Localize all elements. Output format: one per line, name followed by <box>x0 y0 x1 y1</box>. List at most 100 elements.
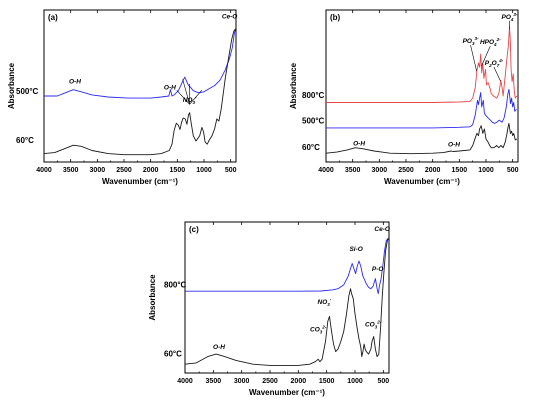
x-tick-label: 1500 <box>319 378 335 385</box>
x-tick-label: 500 <box>377 378 389 385</box>
annotation-text: O-H <box>164 85 176 92</box>
plot-frame <box>43 9 237 163</box>
panel-label: (c) <box>189 225 199 234</box>
chart-panel: (a) 4000 3500 3000 2500 2000 1500 1000 500 Wavenu… <box>7 9 238 186</box>
x-tick-label: 3000 <box>90 167 106 174</box>
plot-frame <box>325 9 519 163</box>
annotation-text: Si-O <box>349 246 362 253</box>
annotation-sup: 3- <box>474 36 479 41</box>
annotation-sub: 4 <box>510 17 514 22</box>
series-label: 800°C <box>302 91 325 100</box>
chart-panel: (c) 4000 3500 3000 2500 2000 1500 1000 500 Wavenu… <box>148 221 390 397</box>
series-label: 500°C <box>16 87 39 96</box>
annotation-sub: 3 <box>192 100 195 105</box>
x-tick-label: 2000 <box>425 167 441 174</box>
annotation-label: Ce-O <box>374 226 390 233</box>
annotation-text: HPO <box>480 39 494 46</box>
panel-label: (a) <box>48 13 58 22</box>
annotation-sup: - <box>330 297 332 302</box>
annotation-sub: 2 <box>488 63 492 68</box>
x-tick-label: 500 <box>225 167 237 174</box>
x-tick-label: 3000 <box>372 167 388 174</box>
x-tick-label: 2500 <box>398 167 414 174</box>
annotation-sub: 7 <box>497 63 500 68</box>
annotation-label: P-O <box>372 266 384 273</box>
x-tick-label: 1500 <box>170 167 186 174</box>
annotation-text: Ce-O <box>222 13 238 20</box>
annotation-label: O-H <box>353 140 365 147</box>
panel-label: (b) <box>330 13 341 22</box>
annotation-label: HPO42- <box>480 37 501 47</box>
annotation-label: P2O74- <box>485 58 504 68</box>
annotation-label: Ce-O <box>222 13 238 20</box>
annotation-arrow <box>189 89 203 105</box>
x-tick-label: 2000 <box>291 378 307 385</box>
annotation-text: O <box>492 60 497 67</box>
x-axis-title: Wavenumber (cm⁻¹) <box>384 177 460 186</box>
x-tick-label: 4000 <box>36 167 52 174</box>
annotation-sup: 2- <box>321 324 327 329</box>
annotation-sub: 4 <box>493 42 497 47</box>
x-tick-label: 3500 <box>63 167 79 174</box>
series-label: 60°C <box>164 350 182 359</box>
series-line <box>326 26 518 103</box>
x-tick-label: 3500 <box>345 167 361 174</box>
annotation-label: O-H <box>69 78 81 85</box>
annotation-sup: 4- <box>498 58 504 63</box>
x-tick-label: 3000 <box>234 378 250 385</box>
annotation-label: PO33- <box>463 36 479 46</box>
x-tick-label: 4000 <box>318 167 334 174</box>
annotation-text: PO <box>463 38 472 45</box>
annotation-label: Si-O <box>349 246 362 253</box>
y-axis-title: Absorbance <box>7 62 16 109</box>
series-line <box>184 238 389 366</box>
y-axis-title: Absorbance <box>289 62 298 109</box>
series-line <box>44 28 236 99</box>
x-tick-label: 1000 <box>196 167 212 174</box>
annotation-text: O-H <box>353 140 365 147</box>
annotation-text: NO <box>318 299 328 306</box>
annotation-label: CO32- <box>310 324 327 334</box>
annotation-label: PO43- <box>501 12 517 22</box>
annotation-sup: 2- <box>376 319 382 324</box>
annotation-sup: 3- <box>513 12 518 17</box>
annotation-arrow <box>493 66 501 82</box>
annotation-label: NO3- <box>318 297 332 307</box>
annotation-sub: 3 <box>327 302 330 307</box>
series-line <box>185 238 389 295</box>
x-tick-label: 4000 <box>177 378 193 385</box>
x-tick-label: 1000 <box>478 167 494 174</box>
x-tick-label: 2500 <box>262 378 278 385</box>
annotation-arrow <box>182 79 190 105</box>
x-axis-title: Wavenumber (cm⁻¹) <box>249 388 325 397</box>
series-line <box>43 28 236 156</box>
series-line <box>326 88 517 129</box>
annotation-label: O-H <box>164 85 176 92</box>
x-tick-label: 2000 <box>143 167 159 174</box>
annotation-text: NO <box>183 97 193 104</box>
series-label: 60°C <box>16 136 34 145</box>
annotation-sup: - <box>195 95 197 100</box>
annotation-label: O-H <box>448 142 460 149</box>
chart-panel: (b) 4000 3500 3000 2500 2000 1500 1000 500 Wavenu… <box>289 9 519 186</box>
x-tick-label: 2500 <box>116 167 132 174</box>
annotation-text: O-H <box>448 142 460 149</box>
annotation-label: CO32- <box>365 319 382 329</box>
x-axis-title: Wavenumber (cm⁻¹) <box>102 177 178 186</box>
annotation-text: CO <box>310 326 320 333</box>
annotation-sub: 3 <box>472 41 475 46</box>
annotation-text: PO <box>501 14 510 21</box>
annotation-label: O-H <box>213 344 225 351</box>
annotation-sub: 3 <box>320 329 323 334</box>
x-tick-label: 500 <box>507 167 519 174</box>
annotation-text: P <box>485 60 490 67</box>
series-label: 60°C <box>302 143 320 152</box>
x-tick-label: 1500 <box>452 167 468 174</box>
y-axis-title: Absorbance <box>148 274 157 321</box>
annotation-arrow <box>176 90 190 105</box>
series-label: 800°C <box>164 280 187 289</box>
annotation-text: Ce-O <box>374 226 390 233</box>
annotation-arrow <box>470 44 477 72</box>
annotation-text: CO <box>365 321 375 328</box>
